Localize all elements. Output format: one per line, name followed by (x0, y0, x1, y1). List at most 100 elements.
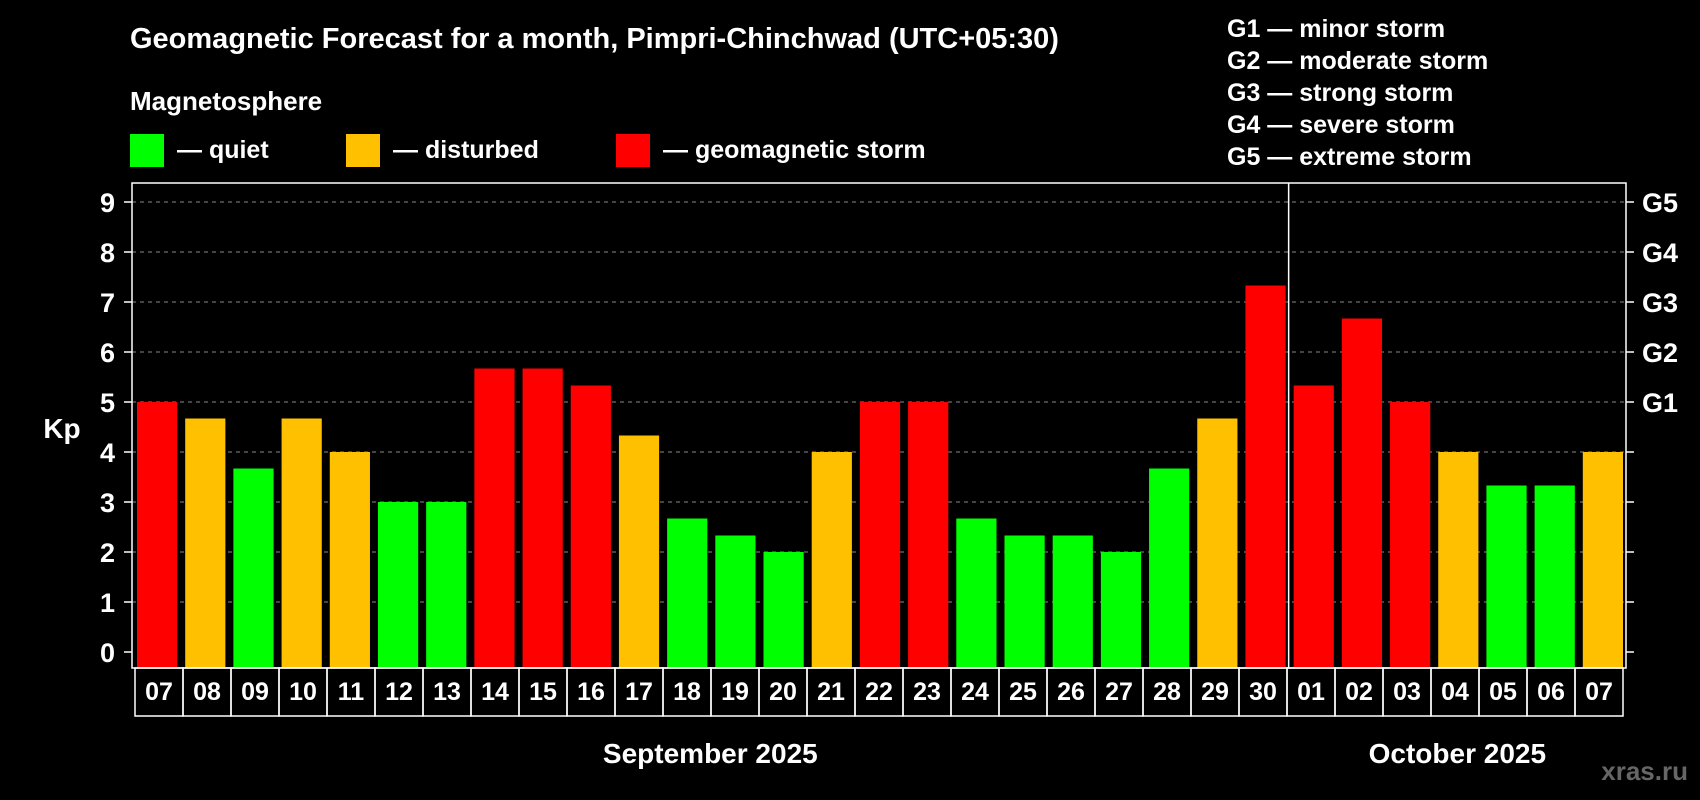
g-level-label: G2 (1642, 338, 1678, 368)
bar-26 (1390, 402, 1431, 668)
legend-label-disturbed: — disturbed (393, 136, 539, 164)
day-label: 03 (1393, 678, 1421, 706)
day-label: 30 (1249, 678, 1277, 706)
day-label: 10 (289, 678, 317, 706)
y-tick-label: 0 (100, 638, 115, 668)
bar-2 (233, 468, 274, 668)
y-tick-label: 2 (100, 538, 115, 568)
day-label: 22 (865, 678, 893, 706)
day-label: 18 (673, 678, 701, 706)
day-label: 08 (193, 678, 221, 706)
y-tick-label: 4 (100, 438, 115, 468)
bar-14 (811, 452, 852, 668)
day-label: 25 (1009, 678, 1037, 706)
g-scale-item: G2 — moderate storm (1227, 47, 1488, 75)
g-scale-item: G4 — severe storm (1227, 111, 1455, 139)
day-label: 24 (961, 678, 989, 706)
g-scale-legend: G1 — minor storm G2 — moderate storm G3 — … (1227, 15, 1488, 171)
day-label: 02 (1345, 678, 1373, 706)
month-label: September 2025 (603, 738, 818, 769)
month-labels: September 2025 October 2025 (603, 738, 1546, 769)
bar-23 (1245, 285, 1286, 668)
y-axis: 0 1 2 3 4 5 6 7 8 9 (100, 188, 132, 668)
bar-12 (715, 535, 756, 668)
bar-1 (185, 418, 226, 668)
y-tick-label: 1 (100, 588, 115, 618)
bar-9 (570, 385, 611, 668)
bar-3 (281, 418, 322, 668)
y-tick-label: 8 (100, 238, 115, 268)
day-label: 05 (1489, 678, 1517, 706)
x-axis-day-labels: 07 08 09 10 11 12 13 14 15 16 17 18 19 20 21 22 23 24 25 26… (134, 667, 1624, 717)
bars (137, 285, 1623, 668)
bar-4 (329, 452, 370, 668)
g-scale-item: G5 — extreme storm (1227, 143, 1472, 171)
bar-5 (377, 502, 419, 668)
day-label: 27 (1105, 678, 1133, 706)
g-level-label: G3 (1642, 288, 1678, 318)
bar-0 (137, 402, 178, 668)
bar-19 (1052, 535, 1093, 668)
day-label-box (1574, 667, 1624, 717)
bar-10 (618, 435, 660, 668)
bar-24 (1293, 385, 1334, 668)
day-label: 11 (338, 678, 365, 706)
day-label: 04 (1441, 678, 1469, 706)
y-tick-label: 3 (100, 488, 115, 518)
g-level-label: G4 (1642, 238, 1678, 268)
day-label: 28 (1153, 678, 1181, 706)
bar-20 (1100, 552, 1142, 668)
g-scale-item: G1 — minor storm (1227, 15, 1445, 43)
g-level-axis: G1 G2 G3 G4 G5 (1626, 188, 1678, 653)
bar-18 (1004, 535, 1045, 668)
chart-title: Geomagnetic Forecast for a month, Pimpri… (130, 23, 1059, 55)
day-label: 15 (529, 678, 557, 706)
g-scale-item: G3 — strong storm (1227, 79, 1453, 107)
legend: — quiet — disturbed — geomagnetic storm (130, 134, 926, 167)
bar-6 (426, 502, 467, 668)
bar-7 (474, 368, 515, 668)
day-label: 12 (385, 678, 413, 706)
bar-27 (1438, 452, 1479, 668)
day-label: 19 (721, 678, 749, 706)
day-label: 07 (145, 678, 173, 706)
g-level-label: G1 (1642, 388, 1678, 418)
day-label: 23 (913, 678, 941, 706)
legend-title: Magnetosphere (130, 86, 322, 116)
legend-swatch-quiet (130, 134, 164, 167)
bar-30 (1582, 452, 1623, 668)
bar-25 (1341, 318, 1383, 668)
y-tick-label: 7 (100, 288, 115, 318)
y-tick-label: 5 (100, 388, 115, 418)
day-label: 09 (241, 678, 269, 706)
y-tick-label: 9 (100, 188, 115, 218)
bar-15 (859, 402, 901, 668)
day-label: 29 (1201, 678, 1229, 706)
watermark: xras.ru (1601, 756, 1688, 786)
month-label: October 2025 (1369, 738, 1546, 769)
day-label: 14 (481, 678, 509, 706)
bar-8 (522, 368, 563, 668)
y-axis-label: Kp (43, 413, 80, 444)
legend-swatch-storm (616, 134, 650, 167)
day-label: 20 (769, 678, 797, 706)
y-tick-label: 6 (100, 338, 115, 368)
day-label: 13 (433, 678, 461, 706)
day-label: 06 (1537, 678, 1565, 706)
bar-11 (667, 518, 708, 668)
day-label: 21 (817, 678, 845, 706)
bar-16 (908, 402, 949, 668)
day-label: 26 (1057, 678, 1085, 706)
bar-22 (1197, 418, 1238, 668)
legend-label-storm: — geomagnetic storm (663, 136, 926, 164)
bar-13 (763, 552, 804, 668)
bar-29 (1534, 485, 1575, 668)
day-label: 07 (1585, 678, 1613, 706)
bar-28 (1486, 485, 1527, 668)
day-label: 01 (1297, 678, 1325, 706)
legend-swatch-disturbed (346, 134, 380, 167)
g-level-label: G5 (1642, 188, 1678, 218)
bar-17 (956, 518, 997, 668)
day-label: 16 (577, 678, 605, 706)
